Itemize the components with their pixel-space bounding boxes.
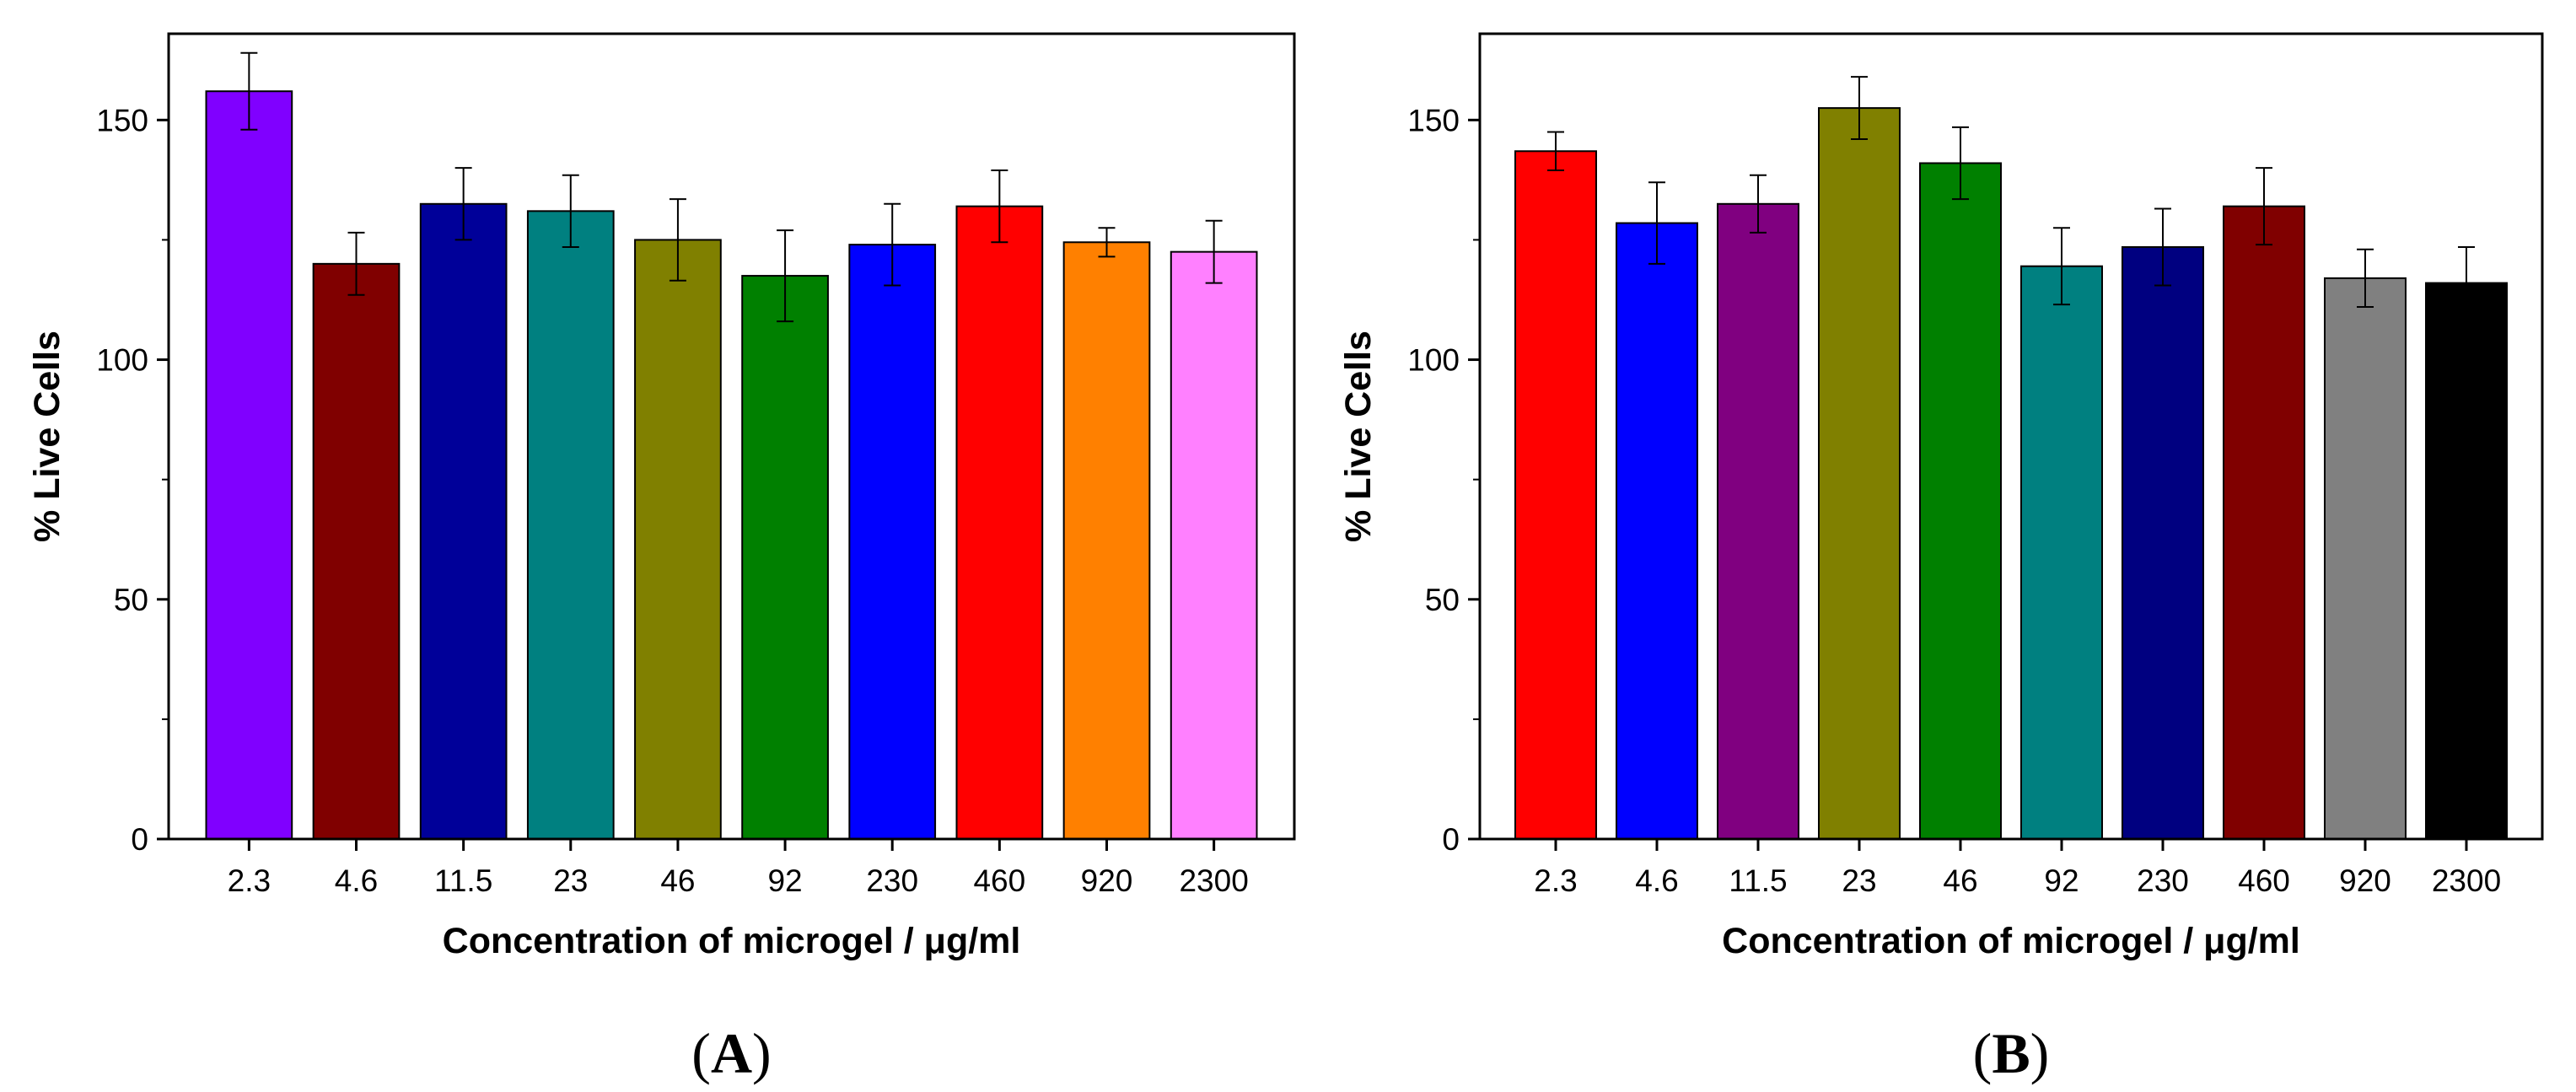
y-axis-title-b: % Live Cells [1338,331,1379,542]
y-axis-b: 0 50 100 150 [1407,103,1480,857]
y-tick-label-b-150: 150 [1407,103,1460,137]
bar-b-460 [2223,205,2305,840]
error-bars-b [1547,76,2475,320]
x-axis-title-b: Concentration of microgel / μg/ml [1722,921,2300,961]
x-tick-label-a-4: 46 [660,863,695,898]
error-bar-b-2300 [2458,245,2475,320]
error-bar-b-460 [2256,167,2272,246]
error-bar-b-23 [1851,76,1868,141]
x-tick-label-a-5: 92 [767,863,802,898]
x-tick-label-a-8: 920 [1081,863,1133,898]
y-tick-label-a-100: 100 [96,343,148,378]
error-bar-a-23 [562,174,579,248]
error-bar-a-920 [1098,227,1116,258]
x-tick-label-a-7: 460 [973,863,1025,898]
error-bar-a-2300 [1205,219,1223,284]
bar-a-920 [1062,241,1151,840]
panel-label-a: (A) [691,1021,771,1085]
x-tick-label-b-2: 11.5 [1729,863,1787,898]
y-tick-label-b-0: 0 [1442,822,1460,857]
x-axis-a: 2.3 4.6 11.5 23 46 92 230 460 920 2300 [228,839,1249,898]
bar-b-11.5 [1717,202,1799,840]
panel-label-b: (B) [1973,1021,2050,1085]
x-tick-label-b-7: 460 [2238,863,2290,898]
plot-frame-b [1478,32,2544,841]
error-bar-a-2.3 [240,51,258,131]
x-axis-b: 2.3 4.6 11.5 23 46 92 230 460 920 2300 [1534,839,2501,898]
x-tick-label-b-6: 230 [2137,863,2189,898]
bar-a-230 [848,244,937,841]
y-axis-a: 0 50 100 150 [96,103,169,857]
x-tick-label-b-3: 23 [1842,863,1876,898]
error-bar-b-11.5 [1750,174,1767,234]
error-bar-b-920 [2357,248,2374,309]
error-bar-a-46 [669,198,686,282]
bar-b-920 [2324,277,2407,840]
error-bar-a-92 [777,229,794,323]
bar-a-23 [526,210,615,840]
bar-a-2300 [1170,250,1258,841]
error-bar-a-4.6 [347,231,365,296]
bar-b-2.3 [1514,150,1597,841]
x-tick-label-a-6: 230 [866,863,918,898]
bars-a [205,90,1258,841]
bar-b-4.6 [1616,222,1698,840]
bar-b-230 [2122,245,2204,840]
x-tick-label-a-0: 2.3 [228,863,271,898]
error-bar-b-4.6 [1648,181,1665,265]
error-bar-a-460 [991,169,1008,244]
error-bars-a [240,51,1223,323]
error-bar-b-2.3 [1547,131,1564,172]
error-bar-a-230 [884,202,901,287]
error-bar-b-92 [2053,227,2070,306]
x-axis-title-a: Concentration of microgel / μg/ml [443,921,1021,961]
x-tick-label-b-1: 4.6 [1635,863,1678,898]
error-bar-b-46 [1952,126,1969,201]
x-tick-label-a-9: 2300 [1179,863,1248,898]
x-tick-label-b-9: 2300 [2432,863,2501,898]
bar-b-23 [1818,107,1901,841]
y-axis-title-a: % Live Cells [27,331,67,542]
bar-a-92 [741,275,829,840]
bars-b [1514,107,2508,841]
panel-letter-b: B [1992,1021,2030,1085]
plot-frame-a [167,32,1296,841]
error-bar-b-230 [2154,207,2171,287]
x-tick-label-a-1: 4.6 [335,863,378,898]
error-bar-a-11.5 [454,167,472,241]
bar-a-460 [955,205,1044,840]
panel-letter-a: A [711,1021,752,1085]
bar-a-46 [634,239,722,840]
y-tick-label-a-50: 50 [114,583,148,617]
y-tick-label-b-100: 100 [1407,343,1460,378]
bar-a-2.3 [205,90,293,840]
x-tick-label-b-8: 920 [2339,863,2391,898]
x-tick-label-b-4: 46 [1943,863,1977,898]
bar-a-4.6 [312,262,401,841]
bar-b-46 [1919,162,2002,841]
bar-a-11.5 [419,202,508,840]
y-tick-label-a-150: 150 [96,103,148,137]
bar-b-2300 [2425,282,2508,841]
x-tick-label-a-3: 23 [553,863,588,898]
y-tick-label-a-0: 0 [131,822,148,857]
x-tick-label-b-5: 92 [2044,863,2079,898]
bar-b-92 [2020,265,2103,840]
x-tick-label-b-0: 2.3 [1534,863,1577,898]
y-tick-label-b-50: 50 [1425,583,1460,617]
x-tick-label-a-2: 11.5 [434,863,492,898]
